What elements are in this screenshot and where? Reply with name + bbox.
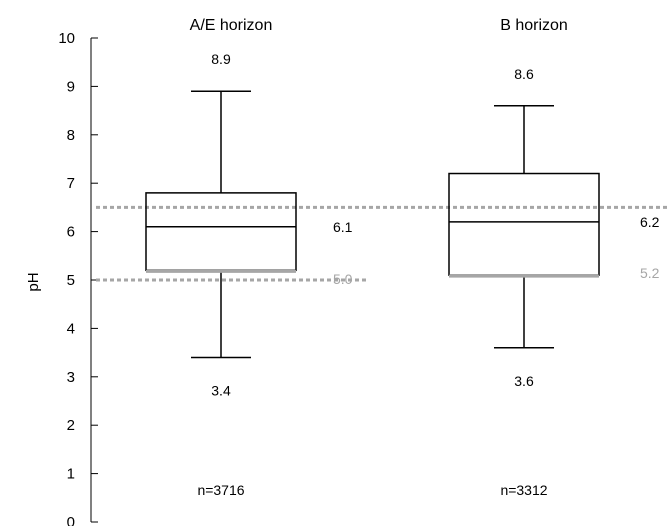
y-tick-label: 8 [67, 127, 75, 144]
whisker-low-label: 3.4 [211, 382, 231, 398]
box-group: B horizon 8.6 3.6 6.2 5.2 n=3312 [448, 17, 660, 498]
median-label: 6.2 [640, 214, 660, 230]
median-label: 6.1 [333, 219, 353, 235]
y-tick-label: 4 [67, 320, 75, 337]
y-tick-label: 5 [67, 272, 75, 289]
sample-size-label: n=3716 [197, 482, 244, 498]
box-groups: A/E horizon 8.9 3.4 6.1 5.0 n=3716 B horizon 8.… [145, 17, 660, 498]
y-tick-label: 10 [58, 30, 75, 47]
whisker-low-label: 3.6 [514, 373, 534, 389]
reference-lines [96, 205, 667, 282]
y-axis-title: pH [25, 272, 42, 291]
box-iqr [145, 192, 297, 272]
y-tick-label: 6 [67, 224, 75, 241]
sample-size-label: n=3312 [500, 482, 547, 498]
y-tick-label: 7 [67, 175, 75, 192]
y-tick-label: 1 [67, 466, 75, 483]
y-axis-ticks: 0 1 2 3 4 5 6 7 8 9 10 [58, 30, 98, 526]
box-group: A/E horizon 8.9 3.4 6.1 5.0 n=3716 [145, 17, 353, 498]
y-tick-label: 2 [67, 417, 75, 434]
whisker-high-label: 8.9 [211, 51, 231, 67]
panel-title: B horizon [500, 17, 568, 34]
y-tick-label: 0 [67, 514, 75, 526]
panel-title: A/E horizon [190, 17, 273, 34]
whisker-high-label: 8.6 [514, 66, 534, 82]
y-tick-label: 3 [67, 369, 75, 386]
reference-value-label: 5.0 [333, 271, 353, 287]
reference-value-label: 5.2 [640, 265, 660, 281]
box-iqr [448, 172, 600, 276]
y-tick-label: 9 [67, 78, 75, 95]
